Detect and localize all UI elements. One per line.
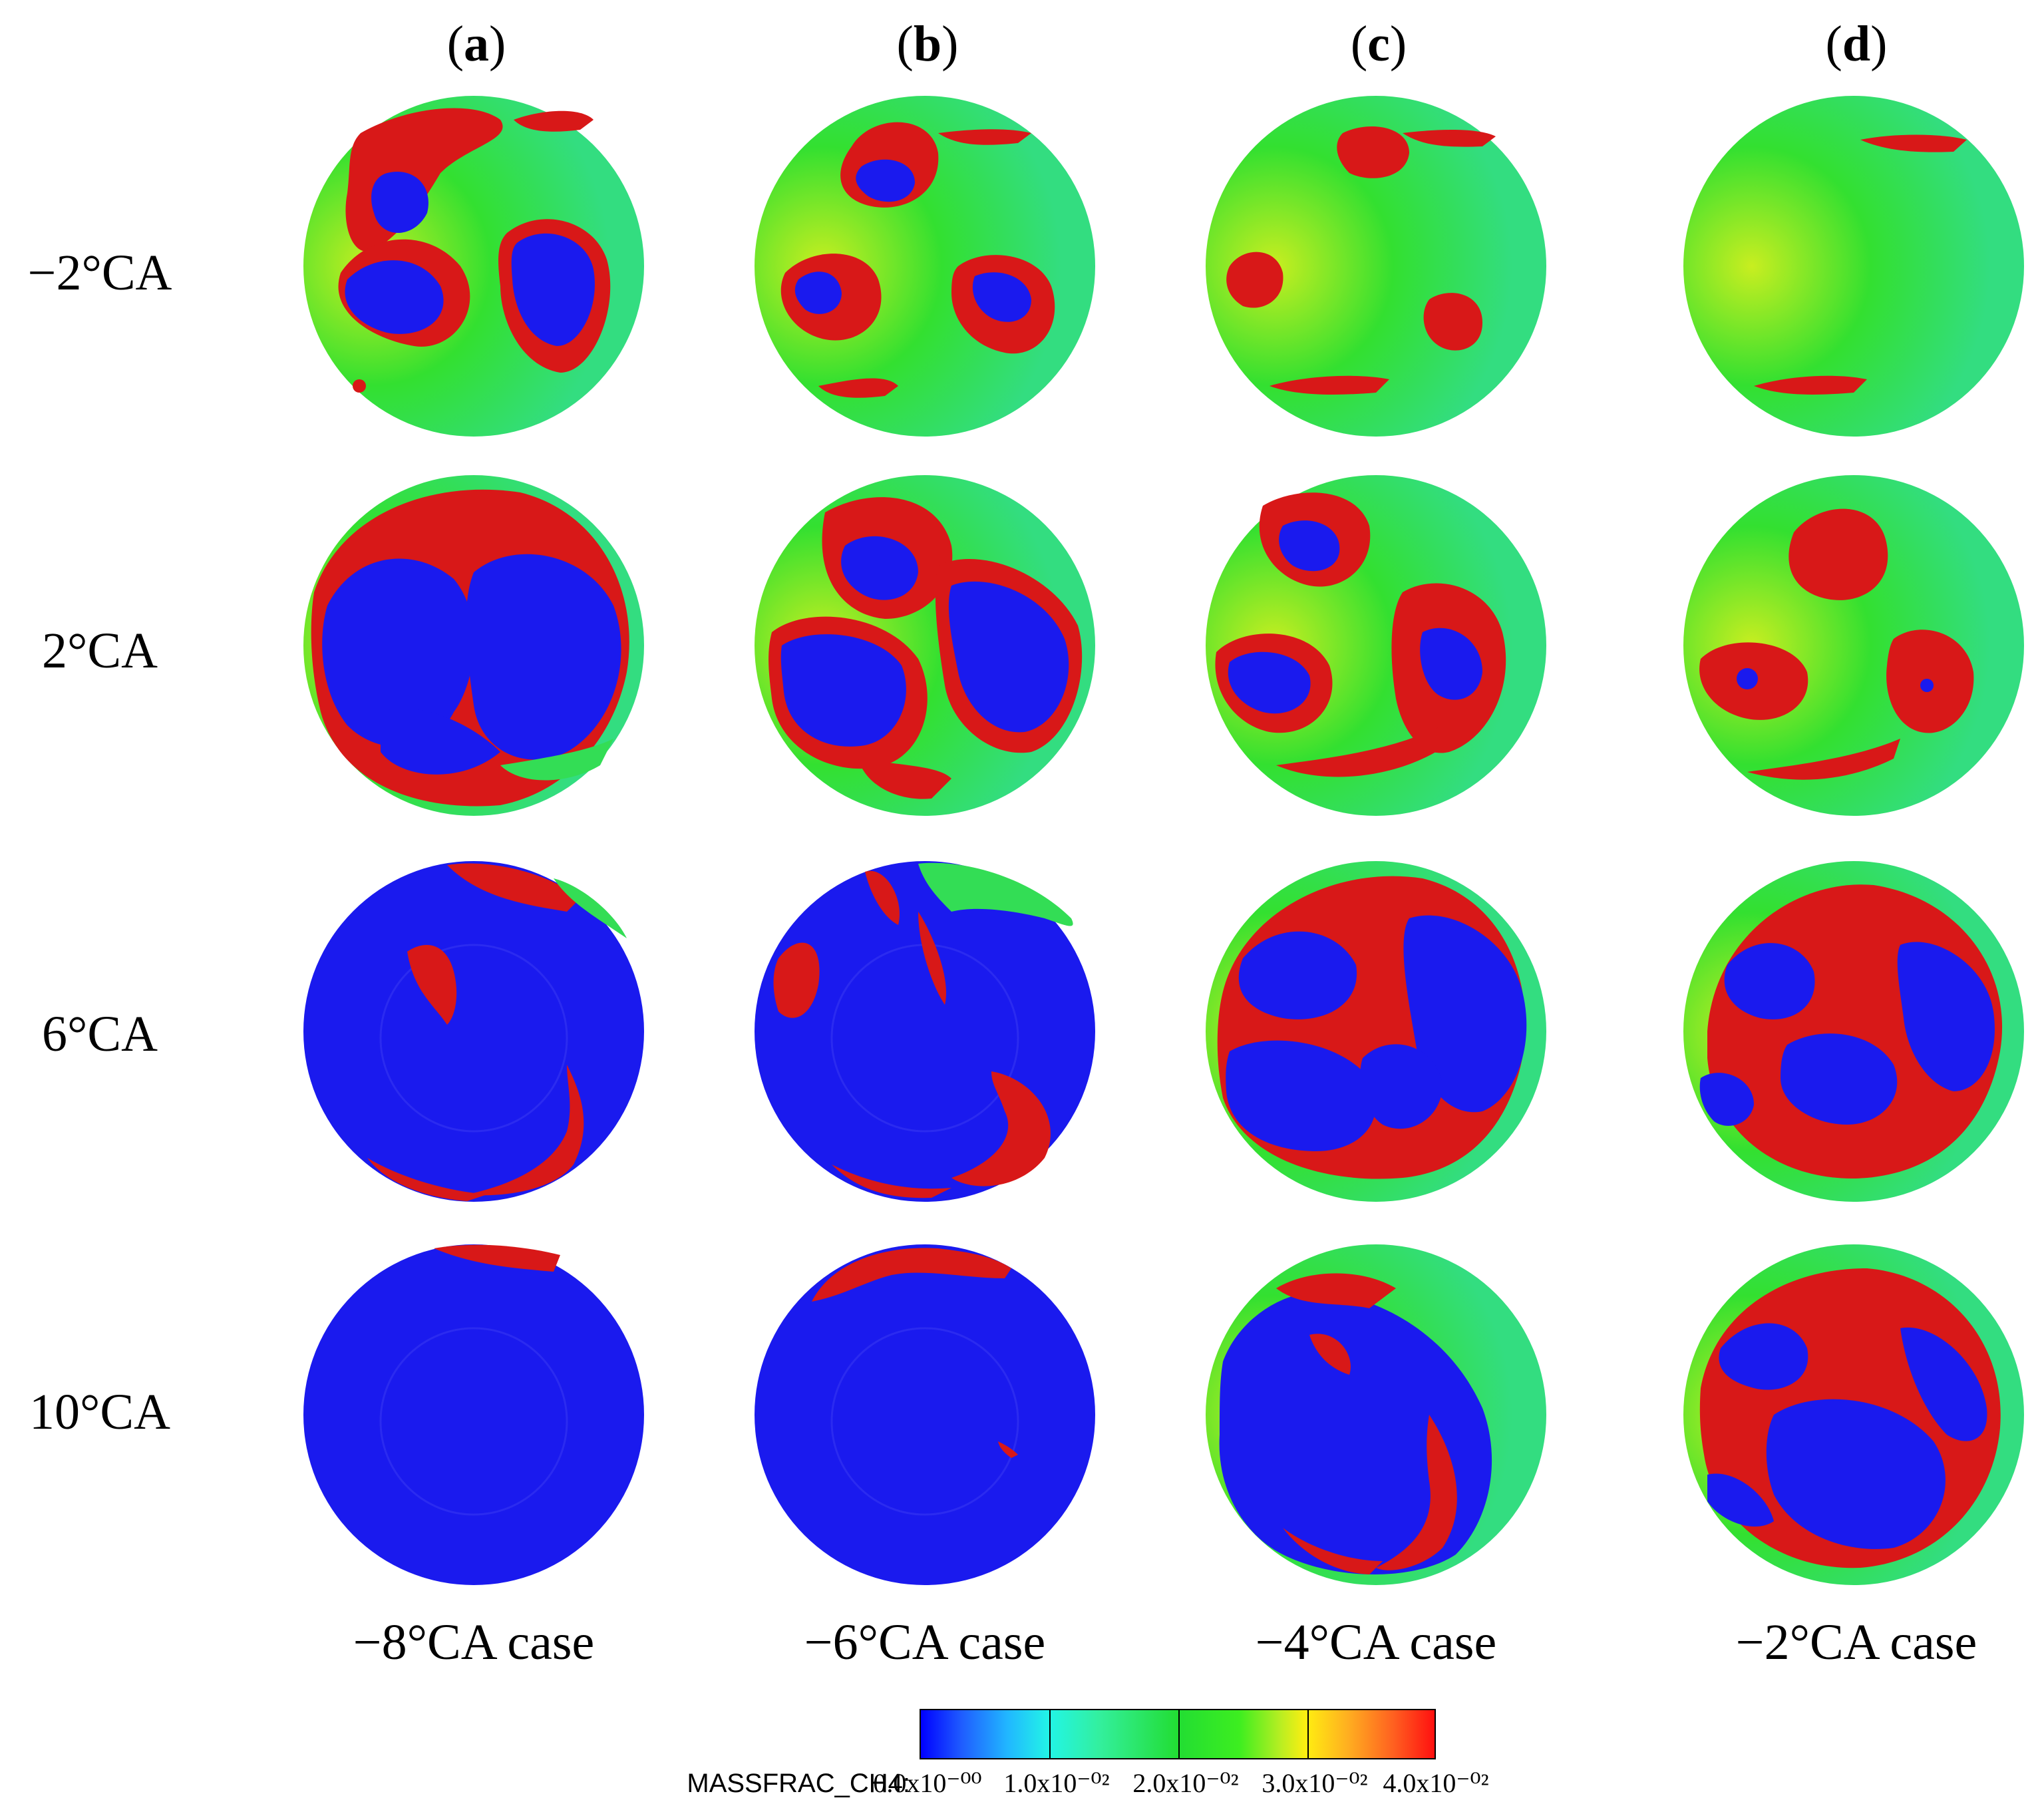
column-label-a: (a) — [446, 16, 506, 72]
cylinder-view-b-row2 — [752, 472, 1098, 818]
column-label-c: (c) — [1350, 16, 1407, 72]
column-label-b: (b) — [896, 16, 959, 72]
cylinder-view-a-row4 — [301, 1242, 647, 1588]
colorbar-variable-label: MASSFRAC_CH4: — [687, 1769, 910, 1798]
row-label-1: −2°CA — [27, 245, 172, 301]
cylinder-view-a-row1 — [301, 93, 647, 439]
cylinder-view-c-row3 — [1203, 858, 1549, 1204]
case-label-d: −2°CA case — [1735, 1614, 1977, 1670]
cylinder-view-d-row1 — [1681, 93, 2027, 439]
colorbar-tick-label-1: 1.0x10⁻⁰² — [1003, 1768, 1110, 1798]
case-label-a: −8°CA case — [353, 1614, 595, 1670]
colorbar-tick-label-0: 0.0x10⁻⁰⁰ — [873, 1768, 982, 1798]
cylinder-view-b-row1 — [752, 93, 1098, 439]
cylinder-view-d-row4 — [1681, 1242, 2027, 1588]
cylinder-view-b-row4 — [752, 1242, 1098, 1588]
cylinder-view-a-row2 — [301, 472, 647, 818]
cylinder-view-a-row3 — [301, 858, 647, 1204]
colorbar-tick-label-4: 4.0x10⁻⁰² — [1383, 1768, 1489, 1798]
colorbar-tick-2 — [1178, 1710, 1180, 1758]
cylinder-view-d-row3 — [1681, 858, 2027, 1204]
column-label-d: (d) — [1825, 16, 1888, 72]
colorbar-tick-3 — [1307, 1710, 1309, 1758]
row-label-3: 6°CA — [42, 1006, 158, 1062]
row-label-4: 10°CA — [29, 1384, 170, 1440]
cylinder-view-b-row3 — [752, 858, 1098, 1204]
row-label-2: 2°CA — [42, 623, 158, 679]
colorbar-tick-label-3: 3.0x10⁻⁰² — [1262, 1768, 1368, 1798]
cylinder-view-c-row1 — [1203, 93, 1549, 439]
case-label-c: −4°CA case — [1255, 1614, 1497, 1670]
case-label-b: −6°CA case — [804, 1614, 1046, 1670]
colorbar-tick-1 — [1049, 1710, 1051, 1758]
colorbar-tick-label-2: 2.0x10⁻⁰² — [1132, 1768, 1239, 1798]
cylinder-view-d-row2 — [1681, 472, 2027, 818]
cylinder-view-c-row2 — [1203, 472, 1549, 818]
colorbar — [920, 1709, 1436, 1759]
cylinder-view-c-row4 — [1203, 1242, 1549, 1588]
